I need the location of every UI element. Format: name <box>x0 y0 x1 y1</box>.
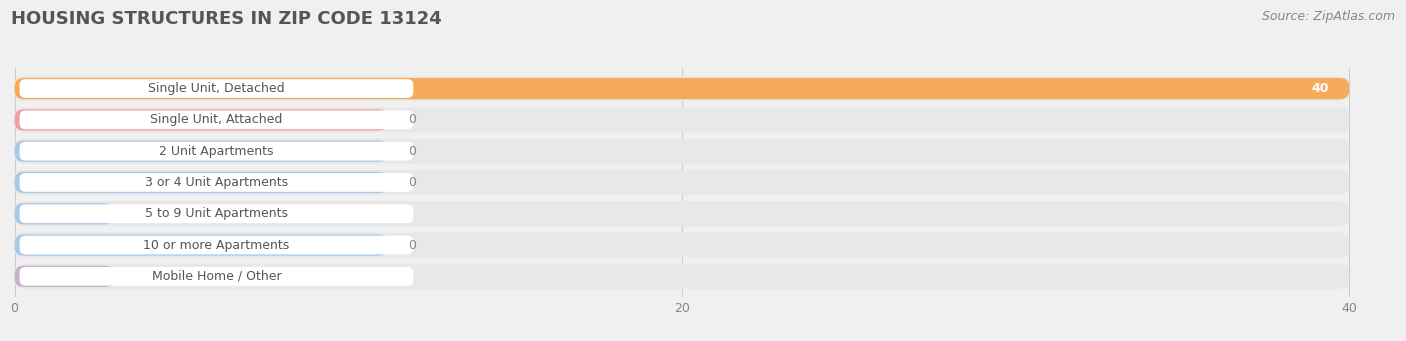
FancyBboxPatch shape <box>14 139 1350 164</box>
Text: 3: 3 <box>86 270 94 283</box>
FancyBboxPatch shape <box>20 110 413 129</box>
FancyBboxPatch shape <box>14 264 1350 289</box>
FancyBboxPatch shape <box>14 266 115 287</box>
Text: 3: 3 <box>86 207 94 220</box>
Text: 3 or 4 Unit Apartments: 3 or 4 Unit Apartments <box>145 176 288 189</box>
FancyBboxPatch shape <box>20 79 413 98</box>
Text: Single Unit, Attached: Single Unit, Attached <box>150 113 283 126</box>
FancyBboxPatch shape <box>14 234 388 256</box>
FancyBboxPatch shape <box>14 109 388 131</box>
Text: 0: 0 <box>408 239 416 252</box>
FancyBboxPatch shape <box>14 172 388 193</box>
Text: 5 to 9 Unit Apartments: 5 to 9 Unit Apartments <box>145 207 288 220</box>
FancyBboxPatch shape <box>14 203 115 224</box>
Text: 0: 0 <box>408 145 416 158</box>
Text: 0: 0 <box>408 113 416 126</box>
FancyBboxPatch shape <box>14 140 388 162</box>
Text: Mobile Home / Other: Mobile Home / Other <box>152 270 281 283</box>
FancyBboxPatch shape <box>20 204 413 223</box>
Text: 10 or more Apartments: 10 or more Apartments <box>143 239 290 252</box>
FancyBboxPatch shape <box>14 76 1350 101</box>
FancyBboxPatch shape <box>14 78 1350 99</box>
FancyBboxPatch shape <box>14 107 1350 132</box>
Text: HOUSING STRUCTURES IN ZIP CODE 13124: HOUSING STRUCTURES IN ZIP CODE 13124 <box>11 10 441 28</box>
Text: 0: 0 <box>408 176 416 189</box>
FancyBboxPatch shape <box>14 170 1350 195</box>
FancyBboxPatch shape <box>14 201 1350 226</box>
FancyBboxPatch shape <box>20 173 413 192</box>
FancyBboxPatch shape <box>20 267 413 286</box>
FancyBboxPatch shape <box>20 236 413 254</box>
Text: Single Unit, Detached: Single Unit, Detached <box>148 82 285 95</box>
Text: 40: 40 <box>1312 82 1329 95</box>
FancyBboxPatch shape <box>14 233 1350 257</box>
Text: Source: ZipAtlas.com: Source: ZipAtlas.com <box>1261 10 1395 23</box>
Text: 2 Unit Apartments: 2 Unit Apartments <box>159 145 274 158</box>
FancyBboxPatch shape <box>20 142 413 161</box>
